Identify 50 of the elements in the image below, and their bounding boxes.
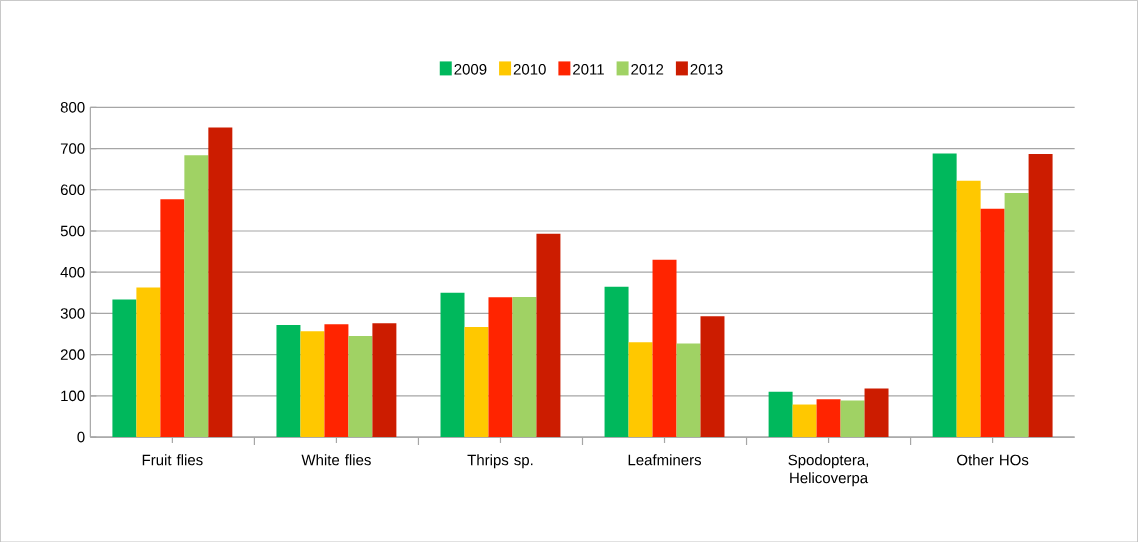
y-tick-label: 500: [60, 225, 85, 237]
legend-label: 2012: [631, 63, 664, 75]
y-tick-label: 200: [60, 349, 85, 360]
x-tick-label: Fruit flies: [142, 454, 203, 466]
bar: [676, 343, 701, 437]
bar: [440, 292, 465, 437]
y-tick-label: 0: [77, 431, 85, 443]
legend-label: 2010: [513, 63, 546, 75]
y-tick-label: 700: [60, 143, 85, 154]
bar: [792, 404, 817, 437]
x-tick-label: Spodoptera, Helicoverpa: [788, 454, 869, 487]
bar: [768, 391, 793, 437]
bar: [1028, 153, 1053, 437]
bar: [1004, 192, 1029, 437]
bar: [700, 316, 725, 437]
bar: [112, 299, 137, 437]
bar: [136, 287, 161, 437]
y-tick-label: 800: [60, 101, 85, 113]
bar: [956, 180, 981, 437]
bar: [840, 400, 865, 437]
legend-label: 2009: [454, 63, 487, 75]
bar: [864, 388, 889, 437]
x-tick-label: Other HOs: [957, 454, 1029, 466]
y-tick-label: 100: [61, 390, 85, 401]
bar: [932, 153, 957, 437]
bar: [816, 398, 841, 437]
bar: [208, 127, 233, 437]
y-tick-label: 600: [60, 184, 85, 195]
legend-label: 2011: [573, 63, 604, 75]
bar: [276, 324, 301, 437]
y-tick-label: 300: [60, 307, 85, 319]
bar: [628, 342, 653, 437]
bar: [160, 199, 185, 437]
bar: [300, 330, 325, 437]
bar: [324, 323, 349, 437]
bar: [536, 233, 561, 437]
bar: [980, 208, 1005, 437]
bar: [464, 326, 489, 437]
bar: [488, 297, 513, 437]
x-tick-label: Thrips sp.: [467, 454, 533, 469]
bar: [512, 296, 537, 437]
bar: [348, 335, 373, 437]
bar: [372, 323, 397, 437]
bar: [652, 259, 677, 437]
legend-label: 2013: [690, 63, 723, 75]
bar: [184, 154, 209, 437]
x-tick-label: White flies: [301, 454, 371, 466]
y-tick-label: 400: [60, 266, 85, 278]
bar: [604, 286, 629, 437]
x-tick-label: Leafminers: [628, 454, 702, 466]
